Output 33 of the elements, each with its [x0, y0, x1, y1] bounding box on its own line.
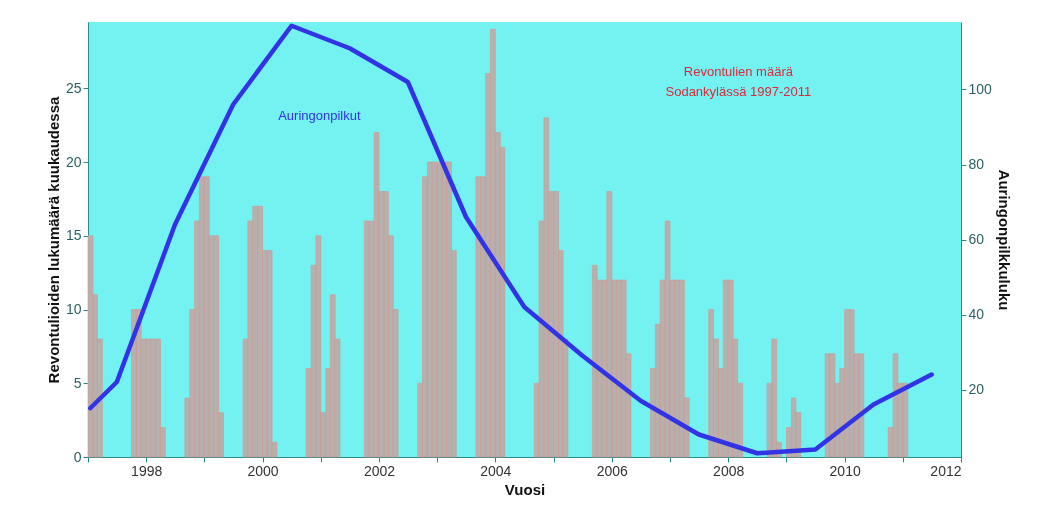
- x-tick-label: 2006: [596, 462, 629, 479]
- x-tick-label: 2004: [480, 462, 512, 479]
- y2-tick-label: 80: [968, 156, 985, 172]
- x-tick-label: 2002: [363, 462, 396, 479]
- bar: [475, 176, 481, 458]
- bar: [87, 235, 94, 458]
- bar: [373, 132, 380, 458]
- annotation: Revontulien määrä Sodankylässä 1997-2011: [665, 63, 812, 99]
- bar: [829, 353, 836, 458]
- y-tick-label: 5: [73, 374, 82, 391]
- bar: [664, 220, 671, 458]
- y-tick-label: 10: [65, 301, 82, 318]
- y-tick-label: 0: [73, 448, 82, 465]
- y2-tick-label: 20: [968, 381, 985, 397]
- y-axis-title: Revontulioiden lukumäärä kuukaudessa: [44, 95, 62, 384]
- text: Auringonpilkut: [278, 107, 361, 123]
- y-tick-label: 25: [65, 79, 82, 96]
- x-tick-label: 2008: [713, 462, 745, 479]
- bar: [592, 265, 598, 458]
- y2-tick-label: 60: [968, 231, 985, 247]
- x-tick-label: 1998: [131, 462, 163, 479]
- x-tick-label: 2010: [829, 462, 861, 479]
- x-axis-title: Vuosi: [504, 480, 546, 498]
- y2-axis-title: Auringonpilkkuluku: [995, 169, 1013, 311]
- x-tick-label: 2012: [930, 462, 962, 479]
- y-tick-label: 15: [65, 227, 82, 244]
- bar: [892, 353, 899, 458]
- x-tick-label: 2000: [247, 462, 279, 479]
- bar: [431, 161, 438, 458]
- y2-tick-label: 40: [968, 306, 985, 322]
- y-tick-label: 20: [65, 153, 82, 170]
- bar: [364, 220, 370, 458]
- y2-tick-label: 100: [968, 81, 993, 97]
